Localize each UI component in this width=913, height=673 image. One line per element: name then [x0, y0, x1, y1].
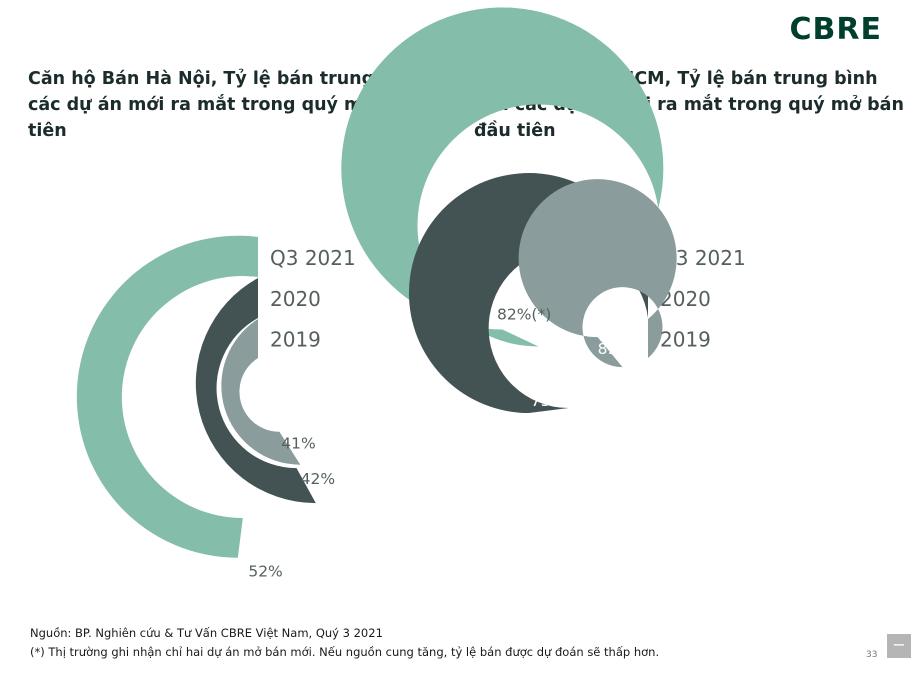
series-name-label: Q3 2021: [270, 246, 356, 270]
ring-segment-q3-2021: [76, 235, 258, 558]
chart-title-hanoi: Căn hộ Bán Hà Nội, Tỷ lệ bán trung bình …: [28, 69, 465, 141]
ring-segment-2020: [195, 278, 316, 504]
value-label: 73%: [531, 392, 565, 410]
value-label: 42%: [301, 470, 335, 488]
series-name-label: 2019: [270, 328, 321, 352]
page-number: 33: [866, 650, 878, 660]
cbre-logo: CBRE: [789, 12, 882, 47]
value-label: 89%: [598, 340, 632, 358]
value-label: 82%(*): [497, 306, 551, 324]
value-label: 52%: [248, 563, 282, 581]
series-name-label: 2020: [270, 287, 321, 311]
donut-chart-hanoi: Q3 2021 2020 2019 52% 42% 41%: [76, 235, 356, 581]
ring-segment-2019: [221, 319, 301, 465]
value-label: 41%: [281, 434, 315, 452]
collapse-button[interactable]: −: [887, 634, 911, 658]
footnote: (*) Thị trường ghi nhận chỉ hai dự án mở…: [30, 645, 660, 659]
source-note: Nguồn: BP. Nghiên cứu & Tư Vấn CBRE Việt…: [30, 626, 383, 640]
ring-segment-2019: [518, 179, 677, 368]
series-name-label: 2019: [660, 328, 711, 352]
